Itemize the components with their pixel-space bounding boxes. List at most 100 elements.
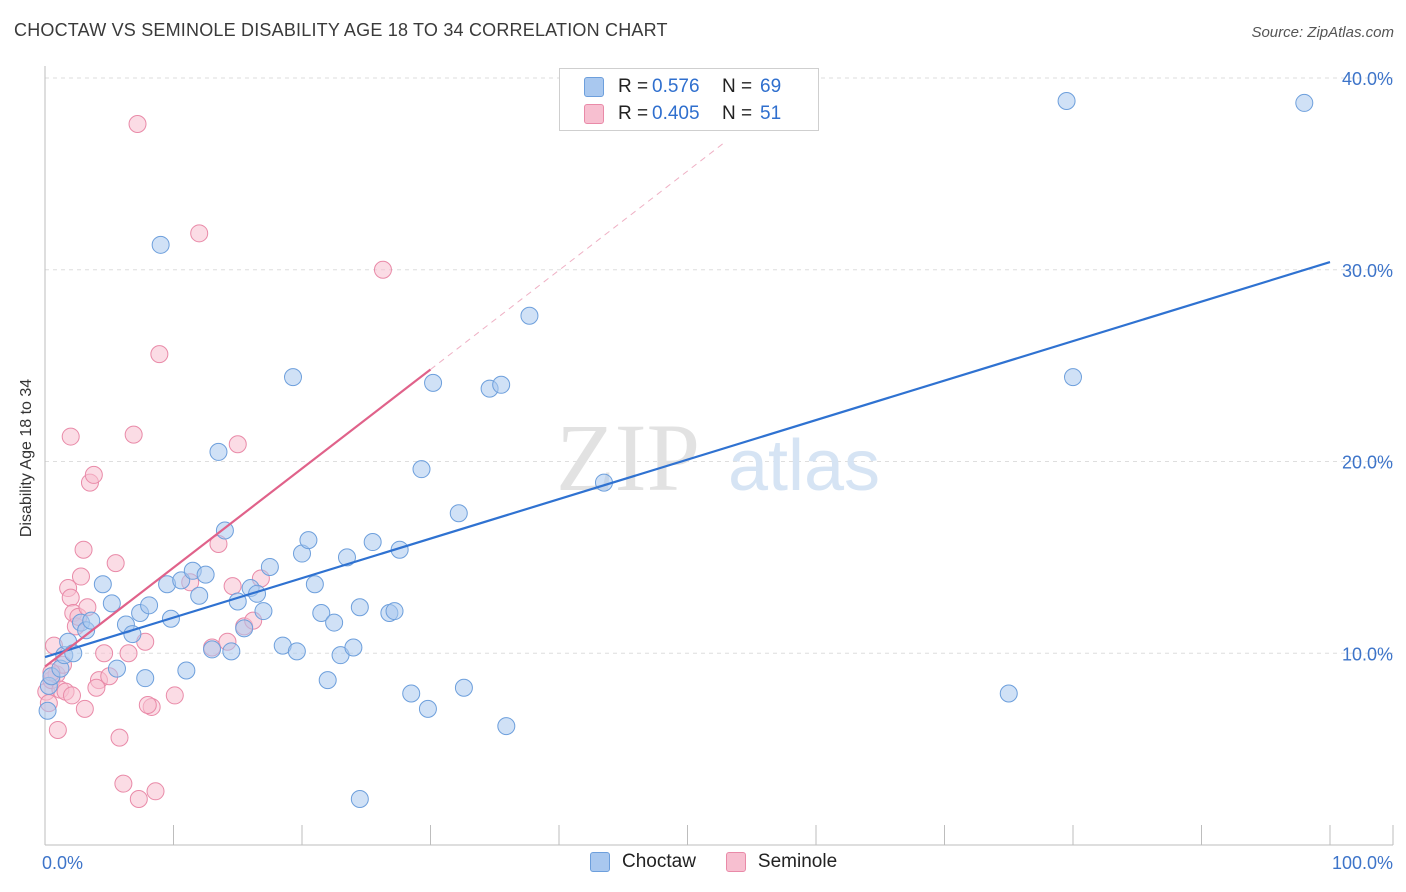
seminole-point [190,224,209,243]
choctaw-point [82,611,101,630]
choctaw-point [151,235,170,254]
choctaw-point [284,368,303,387]
seminole-point [146,782,165,801]
legend-r-label: R = [618,76,649,97]
choctaw-point [520,306,539,325]
choctaw-swatch [590,852,610,872]
choctaw-point [299,531,318,550]
seminole-point [74,540,93,559]
seminole-point [138,696,157,715]
choctaw-point [385,602,404,621]
seminole-point [84,465,103,484]
y-tick-label: 20.0% [1342,453,1393,473]
seminole-point [61,427,80,446]
seminole-point [75,699,94,718]
seminole-swatch [725,852,746,872]
choctaw-point [209,442,228,461]
choctaw-point [190,586,209,605]
legend-r-label: R = [618,103,649,124]
choctaw-point [350,598,369,617]
choctaw-point [337,548,356,567]
choctaw-point [318,671,337,690]
choctaw-point [999,684,1018,703]
legend-seminole-n: 51 [760,103,782,124]
seminole-trend-extension [430,140,727,370]
choctaw-point [93,575,112,594]
choctaw-point [222,642,241,661]
seminole-point [61,588,80,607]
seminole-point [228,435,247,454]
seminole-point [62,686,81,705]
legend-n-label: N = [722,76,753,97]
bottom-legend-choctaw-label: Choctaw [622,851,696,872]
choctaw-point [1064,368,1082,387]
choctaw-point [418,699,437,718]
choctaw-point [305,575,324,594]
bottom-legend: Choctaw Seminole [590,851,867,873]
choctaw-point [497,717,516,736]
legend-choctaw-n: 69 [760,76,782,97]
tick-labels: 10.0% 20.0% 30.0% 40.0% 0.0% 100.0% [42,69,1393,873]
choctaw-point [254,602,273,621]
choctaw-point [350,789,369,808]
choctaw-point [1295,93,1314,112]
seminole-point [373,260,392,279]
y-tick-label: 40.0% [1342,69,1393,89]
y-tick-label: 10.0% [1342,644,1393,664]
gridlines [45,77,1393,654]
seminole-point [71,567,90,586]
legend-row-seminole: R = 0.405 N = 51 [584,101,781,127]
choctaw-point [454,678,473,697]
choctaw-point [203,640,222,659]
seminole-trend-line [44,368,432,668]
watermark: ZIP atlas [556,404,880,511]
seminole-point [119,644,138,663]
choctaw-point [235,619,254,638]
seminole-point [87,678,106,697]
seminole-point [110,728,129,747]
axes [44,66,1394,846]
seminole-point [106,554,125,573]
choctaw-point [177,661,196,680]
choctaw-point [312,603,331,622]
seminole-point [48,720,67,739]
bottom-legend-seminole[interactable]: Seminole [725,851,838,873]
seminole-point [150,345,169,364]
choctaw-point [102,594,121,613]
choctaw-point [492,375,511,394]
choctaw-point [260,557,279,576]
choctaw-point [424,373,443,392]
choctaw-point [215,521,234,540]
seminole-point [128,115,147,134]
chart-title: CHOCTAW VS SEMINOLE DISABILITY AGE 18 TO… [14,20,668,40]
x-tick-label: 0.0% [42,853,83,873]
choctaw-point [107,659,126,678]
seminole-point [223,577,242,596]
bottom-legend-choctaw[interactable]: Choctaw [590,851,696,873]
x-tick-label: 100.0% [1332,853,1393,873]
choctaw-point [363,533,382,552]
choctaw-trend-line [44,261,1331,659]
choctaw-points [38,92,1314,808]
legend-n-label: N = [722,103,753,124]
bottom-legend-seminole-label: Seminole [757,851,838,872]
seminole-point [124,425,143,444]
watermark-atlas: atlas [728,426,880,506]
watermark-zip: ZIP [556,404,700,511]
seminole-point [95,644,114,663]
choctaw-point [325,613,344,632]
seminole-point [165,686,184,705]
choctaw-point [140,596,159,615]
seminole-swatch [584,104,604,124]
seminole-point [114,774,133,793]
choctaw-point [412,460,431,479]
legend: R = 0.576 N = 69 R = 0.405 N = 51 [559,68,819,131]
choctaw-point [449,504,468,523]
choctaw-point [136,669,155,688]
legend-row-choctaw: R = 0.576 N = 69 [584,74,781,100]
choctaw-point [1057,92,1076,111]
choctaw-point [402,684,421,703]
trend-lines [44,140,1331,668]
choctaw-point [38,701,57,720]
